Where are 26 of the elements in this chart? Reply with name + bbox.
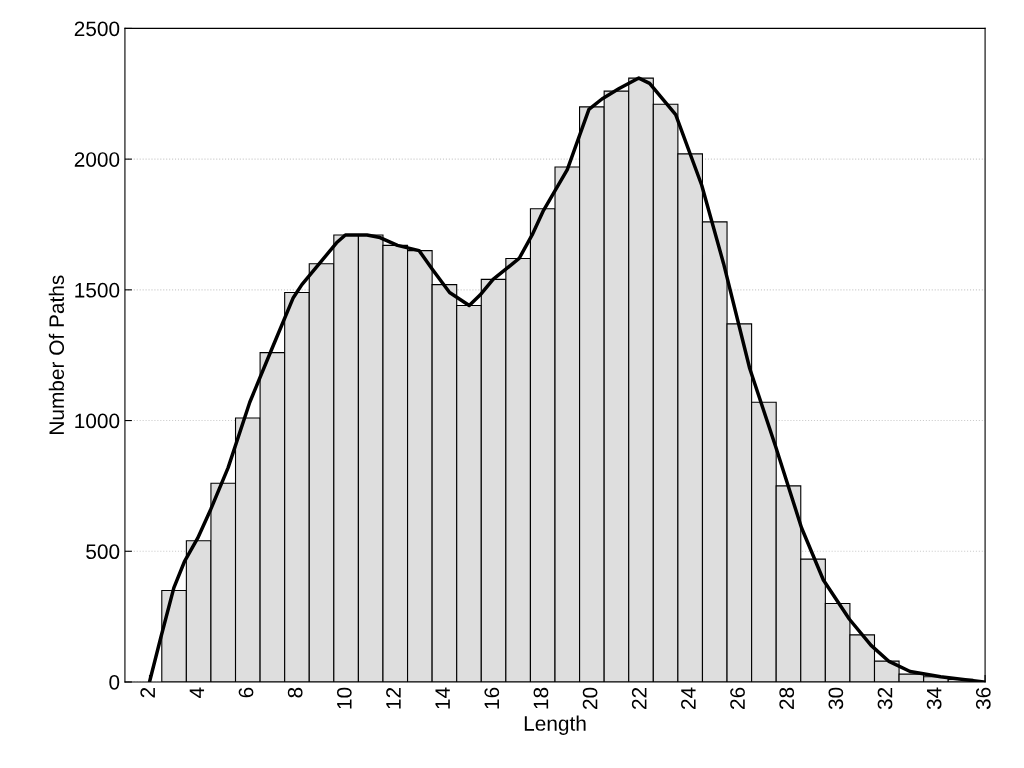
y-axis-title: Number Of Paths bbox=[48, 275, 65, 434]
y-tick-label: 0 bbox=[109, 674, 120, 690]
x-tick-label: 2 bbox=[140, 687, 155, 698]
x-tick-label: 6 bbox=[238, 687, 254, 698]
x-tick-label: 10 bbox=[336, 687, 352, 709]
y-tick-label: 1500 bbox=[75, 282, 120, 298]
x-tick-label: 24 bbox=[681, 687, 696, 709]
x-tick-label: 4 bbox=[189, 687, 205, 698]
x-tick-label: 22 bbox=[631, 687, 647, 709]
x-tick-label: 8 bbox=[287, 687, 303, 698]
x-tick-label: 28 bbox=[779, 687, 795, 709]
x-tick-label: 14 bbox=[435, 687, 450, 709]
x-tick-label: 18 bbox=[533, 687, 549, 709]
x-tick-label: 32 bbox=[877, 687, 893, 710]
x-tick-label: 16 bbox=[484, 687, 500, 709]
y-tick-label: 500 bbox=[86, 544, 120, 560]
x-tick-label: 30 bbox=[828, 687, 844, 710]
x-axis-title: Length bbox=[524, 715, 586, 735]
x-tick-label: 20 bbox=[582, 687, 598, 709]
y-tick-label: 2500 bbox=[74, 21, 120, 37]
x-tick-label: 34 bbox=[926, 687, 942, 710]
y-tick-label: 2000 bbox=[74, 152, 120, 167]
y-tick-label: 1000 bbox=[75, 413, 120, 429]
x-tick-label: 26 bbox=[730, 687, 745, 709]
x-tick-label: 12 bbox=[386, 687, 401, 709]
x-tick-label: 36 bbox=[975, 687, 991, 710]
